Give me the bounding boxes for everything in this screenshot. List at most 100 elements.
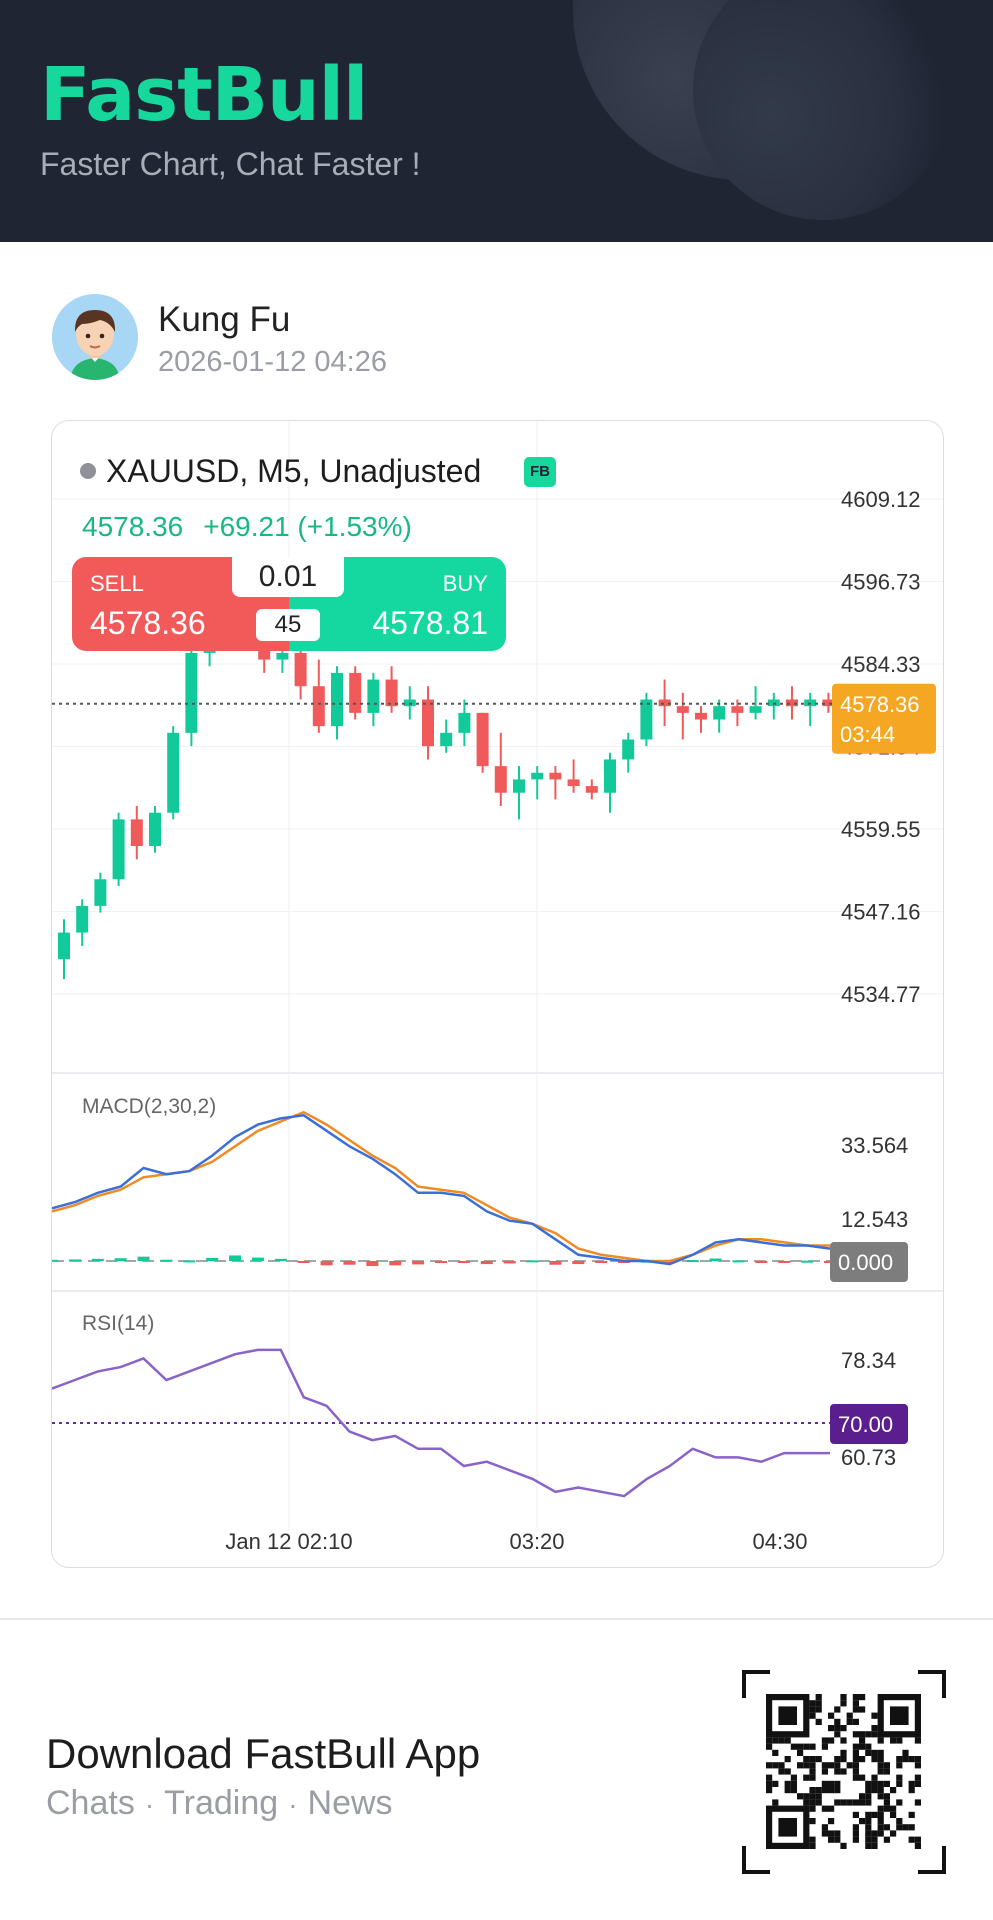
qr-corner-bracket (918, 1846, 946, 1874)
qr-module (865, 1830, 872, 1837)
header: FastBull Faster Chart, Chat Faster ! (0, 0, 993, 242)
qr-module (859, 1743, 866, 1750)
quote-line: 4578.36 +69.21 (+1.53%) (82, 511, 432, 543)
symbol-title-text: XAUUSD, M5, Unadjusted (106, 453, 482, 489)
macd-histogram-bar (251, 1257, 264, 1261)
avatar-face-icon (52, 294, 138, 380)
qr-module (834, 1725, 841, 1732)
macd-histogram-bar (206, 1257, 219, 1261)
candle-body (331, 672, 343, 727)
candle-body (385, 679, 398, 707)
macd-histogram-bar (435, 1261, 447, 1263)
candle-body (294, 652, 307, 687)
qr-module (852, 1718, 859, 1725)
current-price-tag-label: 4578.36 (840, 692, 920, 717)
qr-module (865, 1842, 872, 1849)
macd-histogram-bar (229, 1255, 242, 1261)
macd-histogram-bar (709, 1258, 722, 1261)
qr-module (772, 1780, 779, 1787)
qr-module (877, 1805, 884, 1812)
qr-module (821, 1830, 828, 1837)
macd-histogram-bar (160, 1259, 173, 1262)
macd-histogram-bar (755, 1261, 768, 1263)
macd-histogram-bar (114, 1258, 127, 1261)
time-axis-label: 03:20 (509, 1529, 564, 1554)
qr-module (828, 1725, 835, 1732)
qr-module (766, 1787, 773, 1794)
qr-module (846, 1712, 853, 1719)
qr-module (846, 1718, 853, 1725)
qr-module (890, 1830, 897, 1837)
qr-module (815, 1756, 822, 1763)
rsi-label: RSI(14) (82, 1312, 154, 1335)
rsi-70-tag (830, 1404, 908, 1444)
current-price-tag (832, 683, 936, 754)
qr-module (834, 1836, 841, 1843)
avatar (52, 294, 138, 380)
qr-module (809, 1836, 816, 1843)
macd-histogram-bar (274, 1258, 287, 1261)
chart-card[interactable]: 4609.124596.734584.334571.944559.554547.… (51, 420, 944, 1568)
qr-module (790, 1787, 797, 1794)
qr-finder-inner (778, 1706, 797, 1725)
feature-trading: Trading (164, 1784, 279, 1822)
qr-module (803, 1799, 810, 1806)
qr-module (821, 1824, 828, 1831)
qr-module (821, 1762, 828, 1769)
chart-canvas[interactable]: 4609.124596.734584.334571.944559.554547.… (52, 421, 943, 1567)
qr-module (914, 1737, 921, 1744)
qr-module (766, 1780, 773, 1787)
qr-module (896, 1824, 903, 1831)
macd-histogram-bar (389, 1261, 402, 1266)
qr-module (821, 1737, 828, 1744)
lot-size-input[interactable]: 0.01 (232, 557, 344, 597)
qr-module (871, 1774, 878, 1781)
qr-module (784, 1737, 791, 1744)
qr-corner-bracket (742, 1670, 770, 1698)
qr-module (815, 1799, 822, 1806)
countdown-label: 03:44 (840, 722, 895, 747)
user-name: Kung Fu (158, 300, 291, 339)
rsi-70-tag-label: 70.00 (838, 1412, 893, 1437)
qr-module (908, 1811, 915, 1818)
qr-module (852, 1799, 859, 1806)
qr-module (840, 1799, 847, 1806)
feature-news: News (307, 1784, 393, 1822)
qr-module (865, 1780, 872, 1787)
qr-module (871, 1756, 878, 1763)
qr-module (834, 1731, 841, 1738)
candle-body (112, 819, 125, 880)
qr-code-icon[interactable] (742, 1670, 946, 1874)
candle-body (276, 652, 289, 660)
time-axis-label: 04:30 (752, 1529, 807, 1554)
qr-module (815, 1694, 822, 1701)
candle-body (185, 652, 198, 733)
qr-module (908, 1836, 915, 1843)
qr-module (877, 1787, 884, 1794)
qr-module (809, 1799, 816, 1806)
qr-module (809, 1712, 816, 1719)
qr-module (890, 1811, 897, 1818)
qr-module (883, 1824, 890, 1831)
qr-module (865, 1811, 872, 1818)
qr-finder-inner (890, 1706, 909, 1725)
qr-module (877, 1768, 884, 1775)
macd-histogram-bar (412, 1261, 425, 1265)
macd-histogram-bar (68, 1259, 81, 1262)
sell-price: 4578.36 (90, 605, 206, 641)
qr-module (852, 1700, 859, 1707)
qr-module (896, 1774, 903, 1781)
qr-module (852, 1830, 859, 1837)
qr-module (852, 1811, 859, 1818)
candle-body (476, 712, 489, 767)
status-dot-icon (80, 462, 96, 479)
qr-module (809, 1818, 816, 1825)
qr-module (877, 1830, 884, 1837)
trade-panel: SELL 4578.36 BUY 4578.81 0.01 45 (72, 557, 506, 651)
qr-module (859, 1731, 866, 1738)
sell-button[interactable]: SELL 4578.36 (72, 557, 289, 651)
qr-module (797, 1749, 804, 1756)
qr-module (840, 1842, 847, 1849)
qr-module (883, 1805, 890, 1812)
qr-module (865, 1836, 872, 1843)
